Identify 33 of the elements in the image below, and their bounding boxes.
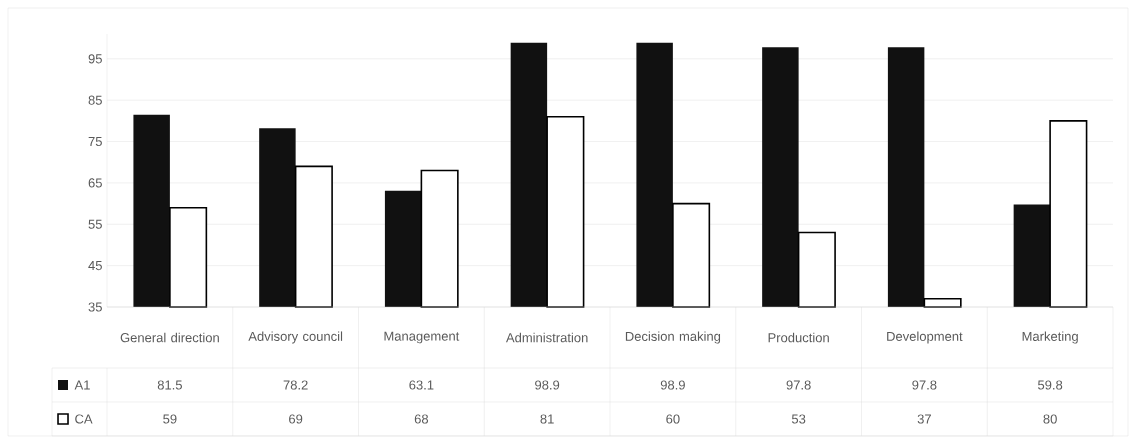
- data-label: 81.5: [157, 380, 182, 390]
- y-tick-label: 65: [88, 178, 102, 188]
- data-label: 98.9: [535, 380, 560, 390]
- data-label: 53: [791, 414, 806, 424]
- legend-label: A1: [74, 380, 90, 390]
- data-label: 59: [163, 414, 177, 424]
- data-label: 69: [289, 414, 303, 424]
- data-label: 59.8: [1037, 380, 1063, 390]
- x-tick-label: Management: [384, 331, 460, 344]
- data-label: 63.1: [409, 380, 434, 390]
- data-label: 78.2: [283, 380, 308, 390]
- data-label: 81: [540, 414, 554, 424]
- data-label: 37: [917, 414, 931, 424]
- data-label: 60: [666, 414, 680, 424]
- data-label: 80: [1043, 414, 1057, 424]
- y-tick-label: 55: [88, 219, 102, 229]
- x-tick-label: Production: [768, 332, 829, 343]
- x-tick-label: Decision making: [625, 331, 721, 344]
- x-tick-label: Advisory council: [248, 331, 343, 344]
- data-label: 97.8: [786, 380, 811, 390]
- x-tick-label: Marketing: [1022, 331, 1078, 344]
- y-tick-label: 35: [88, 302, 102, 312]
- data-label: 97.8: [912, 380, 937, 390]
- y-tick-label: 45: [88, 261, 102, 271]
- legend-label: CA: [75, 414, 93, 424]
- data-label: 98.9: [660, 380, 685, 390]
- y-tick-label: 85: [88, 95, 102, 105]
- x-tick-label: General direction: [120, 332, 219, 343]
- data-label: 68: [414, 414, 429, 424]
- x-tick-label: Administration: [505, 332, 588, 343]
- y-tick-label: 95: [88, 54, 102, 64]
- y-tick-label: 75: [88, 137, 102, 147]
- x-tick-label: Development: [887, 331, 963, 344]
